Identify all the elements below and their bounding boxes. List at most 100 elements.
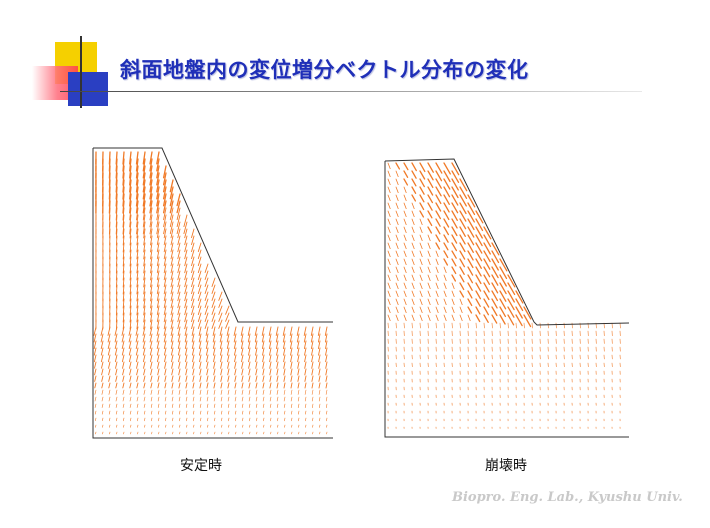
displacement-vector [205, 347, 209, 356]
displacement-vector [419, 162, 426, 173]
displacement-vector [143, 284, 146, 295]
displacement-vector [319, 410, 321, 415]
displacement-vector [240, 333, 244, 343]
displacement-vector [387, 162, 391, 170]
displacement-vector [459, 282, 465, 291]
displacement-vector [197, 277, 202, 288]
displacement-vector [170, 263, 174, 274]
displacement-vector [136, 221, 139, 235]
displacement-vector [262, 347, 265, 356]
displacement-vector [197, 305, 202, 316]
displacement-vector [499, 314, 506, 325]
displacement-vector [156, 319, 160, 330]
displacement-vector [443, 282, 447, 290]
displacement-vector [411, 266, 415, 273]
displacement-vector [220, 389, 223, 395]
displacement-vector [435, 282, 439, 290]
displacement-vector [135, 193, 139, 207]
displacement-vector [451, 250, 457, 259]
displacement-vector [324, 333, 328, 343]
displacement-vector [515, 290, 524, 304]
displacement-vector [204, 298, 209, 308]
displacement-vector [483, 226, 492, 240]
displacement-vector [443, 210, 450, 221]
displacement-vector [101, 368, 104, 376]
displacement-vector [311, 347, 314, 356]
displacement-vector [403, 170, 409, 178]
displacement-vector [142, 214, 146, 228]
displacement-vector [136, 207, 139, 221]
displacement-vector [304, 368, 307, 376]
displacement-vector [483, 290, 490, 301]
displacement-vector [109, 431, 111, 435]
displacement-vector [435, 234, 441, 243]
displacement-vector [289, 326, 293, 336]
displacement-vector [172, 424, 174, 428]
displacement-vector [411, 290, 415, 298]
displacement-vector [135, 165, 139, 179]
displacement-vector [387, 234, 391, 241]
displacement-vector [387, 178, 391, 186]
displacement-vector [129, 228, 132, 239]
displacement-vector [451, 202, 459, 214]
displacement-vector [108, 389, 111, 395]
displacement-vector [129, 179, 132, 193]
displacement-vector [276, 403, 279, 408]
displacement-vector [304, 347, 307, 356]
displacement-vector [101, 361, 104, 369]
displacement-vector [241, 375, 244, 382]
displacement-vector [136, 403, 139, 408]
displacement-vector [303, 326, 307, 336]
displacement-vector [411, 242, 415, 249]
displacement-vector [157, 403, 160, 408]
displacement-vector [395, 162, 401, 170]
displacement-vector [170, 340, 174, 350]
displacement-vector [94, 368, 97, 376]
displacement-vector [94, 396, 97, 402]
displacement-vector [319, 403, 321, 409]
displacement-vector [177, 284, 181, 295]
displacement-vector [395, 314, 399, 322]
displacement-vector [483, 266, 491, 278]
displacement-vector [459, 258, 466, 268]
displacement-vector [163, 277, 167, 288]
displacement-vector [218, 312, 223, 322]
displacement-vector [451, 218, 458, 229]
displacement-vector [164, 396, 167, 402]
displacement-vector [204, 270, 209, 280]
displacement-vector [143, 389, 146, 395]
displacement-vector [255, 396, 258, 402]
displacement-vector [122, 389, 125, 395]
displacement-vector [142, 151, 146, 165]
displacement-vector [395, 226, 399, 233]
displacement-vector [451, 178, 459, 191]
displacement-vector [419, 202, 425, 211]
displacement-vector [475, 210, 484, 224]
displacement-vector [435, 314, 439, 322]
displacement-vector [467, 226, 475, 238]
displacement-vector [226, 333, 230, 343]
displacement-vector [149, 207, 153, 221]
displacement-vector [226, 340, 230, 350]
displacement-vector [270, 424, 272, 428]
domain-frame-stable [92, 148, 333, 439]
displacement-vector [136, 361, 139, 369]
displacement-vector [184, 312, 188, 323]
displacement-vector [459, 242, 466, 253]
displacement-vector [183, 214, 188, 228]
displacement-vector [157, 368, 160, 376]
displacement-vector [263, 417, 265, 422]
displacement-vector [115, 256, 118, 267]
displacement-vector [191, 333, 195, 343]
displacement-vector [149, 221, 153, 235]
displacement-vector [319, 424, 321, 428]
displacement-vector [129, 151, 132, 165]
displacement-vector [171, 375, 174, 382]
displacement-vector [149, 354, 153, 363]
displacement-vector [289, 333, 293, 343]
displacement-vector [108, 396, 111, 402]
displacement-vector [197, 312, 202, 323]
displacement-vector [191, 249, 195, 260]
displacement-vector [150, 249, 153, 260]
displacement-vector [255, 361, 258, 369]
